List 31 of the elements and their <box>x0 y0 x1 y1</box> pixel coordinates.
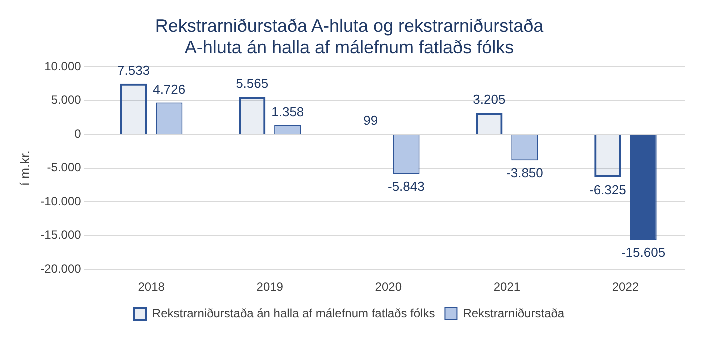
data-label: 7.533 <box>118 62 150 78</box>
bar <box>238 97 266 134</box>
y-tick-label: -20.000 <box>40 262 82 276</box>
y-tick-label: -10.000 <box>40 194 82 208</box>
data-label: -5.843 <box>388 179 425 194</box>
y-tick-label: -15.000 <box>40 228 82 242</box>
data-label: 4.726 <box>153 82 186 97</box>
y-tick-label: 5.000 <box>51 93 82 108</box>
x-tick-label: 2021 <box>494 280 521 294</box>
data-label: 5.565 <box>236 76 269 92</box>
data-label: 99 <box>364 113 378 128</box>
y-tick-label: -5.000 <box>47 160 82 175</box>
y-tick-label: 10.000 <box>44 60 82 74</box>
data-label: -3.850 <box>506 166 544 181</box>
bar <box>630 135 657 240</box>
y-tick-label: 0 <box>74 126 82 141</box>
data-label: 3.205 <box>473 92 506 108</box>
y-axis-title: í m.kr. <box>17 150 32 186</box>
data-label: -6.325 <box>590 182 626 198</box>
chart-title: Rekstrarniðurstaða A-hluta og rekstrarniðurstaða A-hluta án halla af málefnum fatlaðs fólks <box>155 16 545 58</box>
bar <box>594 135 622 178</box>
x-tick-label: 2020 <box>375 280 402 294</box>
legend-label: Rekstrarniðurstaða <box>463 306 565 320</box>
legend-label: Rekstrarniðurstaða án halla af málefnum fatlaðs fólks <box>152 306 436 320</box>
data-label: -15.605 <box>621 245 666 260</box>
bar <box>120 84 148 134</box>
data-label: 1.358 <box>272 104 304 120</box>
x-tick-label: 2019 <box>256 280 284 294</box>
bar <box>476 113 503 134</box>
x-tick-label: 2022 <box>612 280 640 294</box>
x-tick-label: 2018 <box>138 280 166 294</box>
